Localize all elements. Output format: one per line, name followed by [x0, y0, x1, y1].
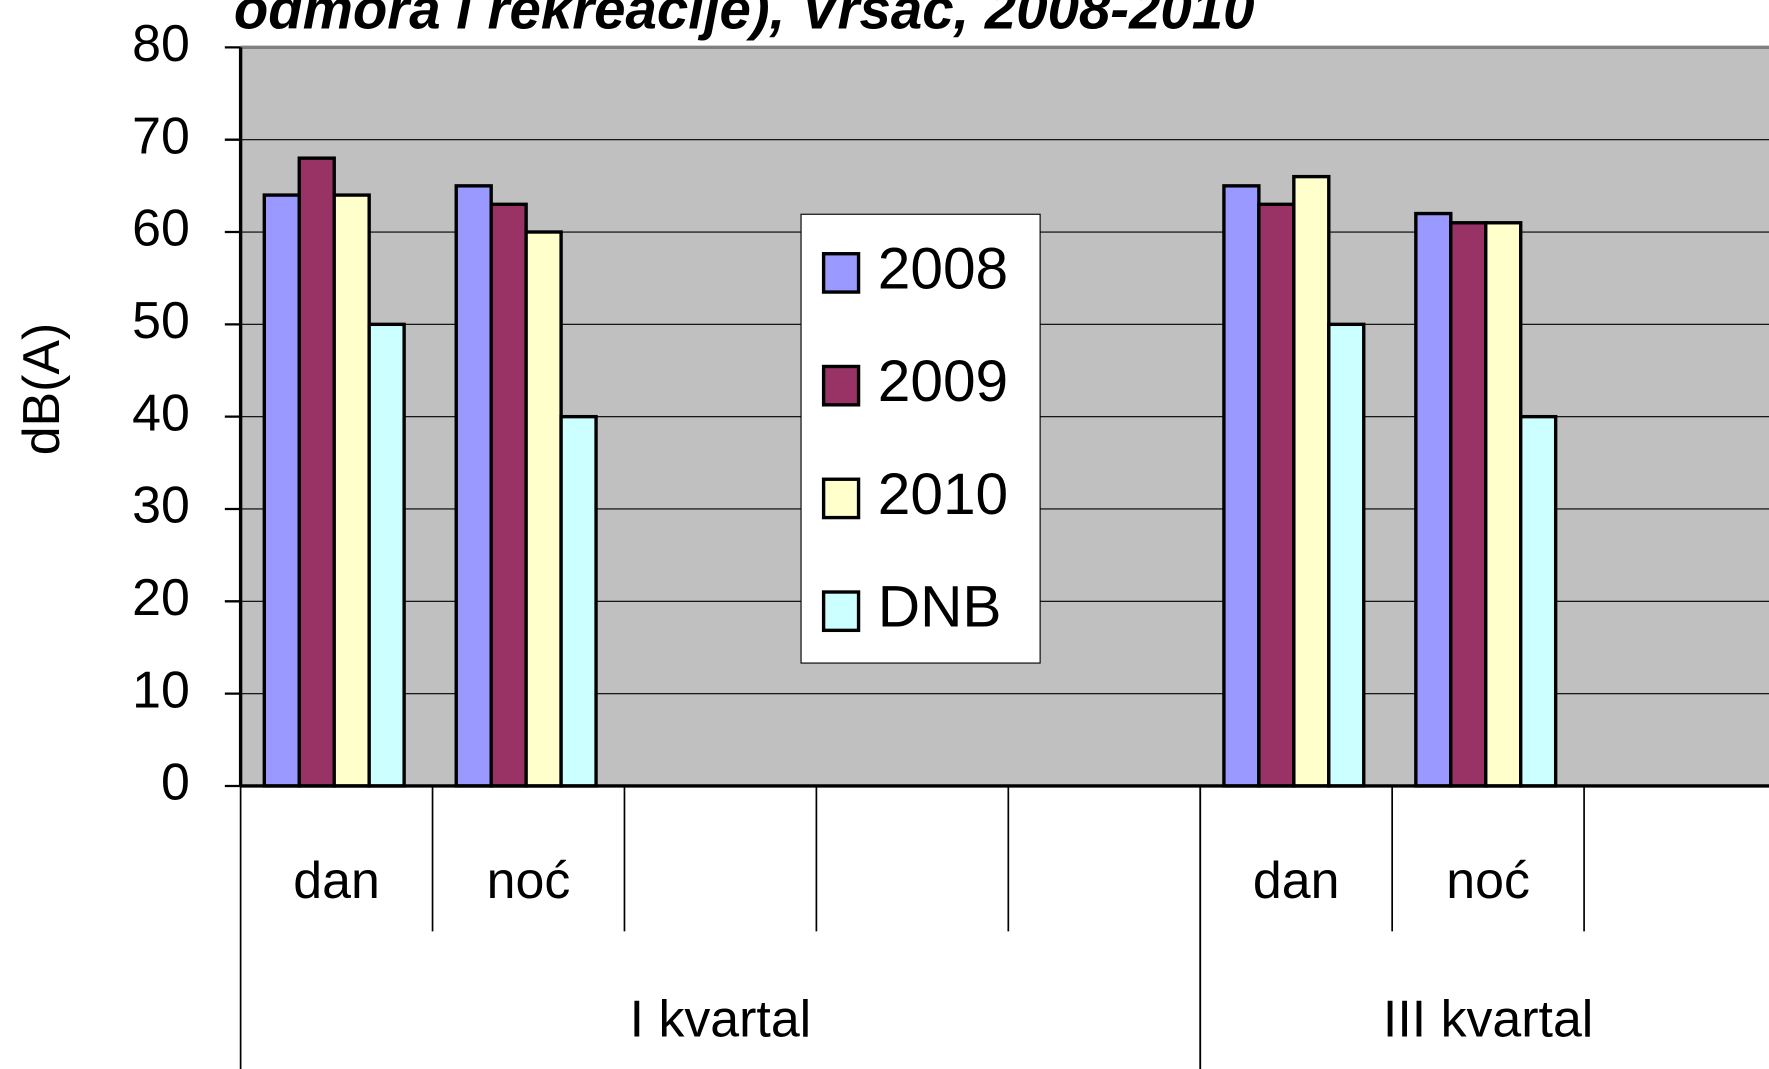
- bar: [1257, 202, 1296, 788]
- y-tick-label: 0: [161, 753, 190, 811]
- y-tick-label: 80: [132, 14, 190, 72]
- legend-label: DNB: [878, 575, 1002, 640]
- bar: [524, 230, 563, 788]
- legend-swatch: [821, 364, 861, 407]
- x-tick-label: dan: [293, 851, 380, 909]
- x-tick-label: noć: [1446, 851, 1530, 909]
- bar: [1484, 221, 1523, 788]
- y-tick-label: 10: [132, 660, 190, 718]
- group-label: III kvartal: [1383, 989, 1593, 1047]
- bar: [1292, 174, 1331, 788]
- bar: [367, 322, 406, 788]
- legend-swatch: [821, 590, 861, 633]
- y-tick-label: 50: [132, 291, 190, 349]
- y-tick-label: 20: [132, 568, 190, 626]
- bar: [262, 193, 301, 788]
- bar: [1327, 322, 1366, 788]
- legend-swatch: [821, 252, 861, 294]
- bar: [1222, 184, 1261, 788]
- x-tick-label: dan: [1253, 851, 1340, 909]
- bar: [332, 193, 371, 788]
- group-label: I kvartal: [630, 989, 812, 1047]
- x-tick-label: noć: [487, 851, 571, 909]
- bar: [454, 184, 493, 788]
- legend-label: 2008: [878, 236, 1008, 301]
- y-tick-label: 70: [132, 106, 190, 164]
- y-tick-label: 30: [132, 476, 190, 534]
- bar: [1414, 211, 1453, 788]
- bar: [1449, 221, 1488, 788]
- bar: [559, 414, 598, 788]
- legend-swatch: [821, 477, 861, 520]
- y-axis-label: dB(A): [12, 323, 70, 456]
- legend-label: 2009: [878, 349, 1008, 414]
- y-tick-label: 60: [132, 199, 190, 257]
- y-tick-label: 40: [132, 383, 190, 441]
- bar: [297, 156, 336, 788]
- legend-label: 2010: [878, 462, 1008, 527]
- bar: [489, 202, 528, 788]
- bar: [1519, 414, 1558, 788]
- chart-title: odmora i rekreacije), Vršac, 2008-2010: [234, 0, 1255, 40]
